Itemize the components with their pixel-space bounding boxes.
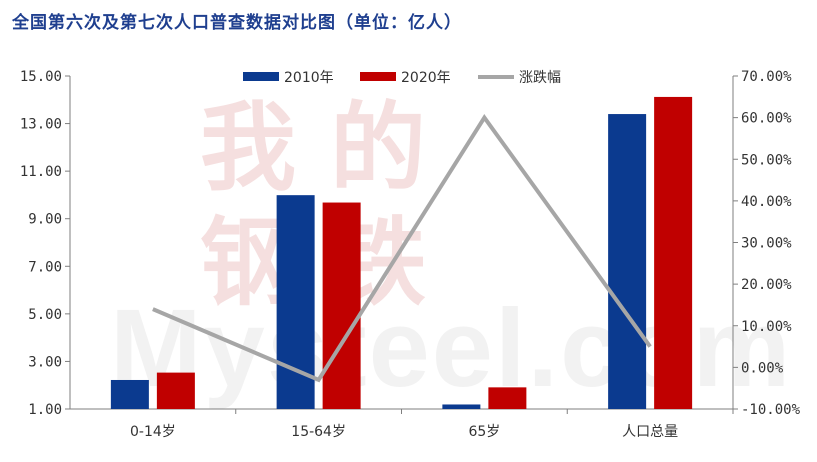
y-left-tick-label: 13.00 — [20, 117, 62, 133]
y-right-tick-label: 0.00% — [741, 360, 784, 376]
bar-2020 — [488, 387, 527, 409]
legend-label: 涨跌幅 — [519, 70, 561, 86]
bar-2020 — [654, 96, 693, 409]
y-left-tick-label: 11.00 — [20, 164, 62, 180]
y-right-tick-label: 20.00% — [741, 277, 792, 293]
y-right-tick-label: 40.00% — [741, 194, 792, 210]
y-left-tick-label: 1.00 — [28, 402, 62, 418]
y-left-tick-label: 15.00 — [20, 69, 62, 85]
y-right-tick-label: -10.00% — [741, 402, 801, 418]
y-right-tick-label: 70.00% — [741, 69, 792, 85]
legend-label: 2010年 — [284, 70, 334, 86]
y-right-tick-label: 50.00% — [741, 152, 792, 168]
legend-swatch — [360, 72, 396, 81]
x-category-label: 0-14岁 — [130, 424, 176, 440]
bar-2010 — [110, 379, 149, 409]
bar-2020 — [156, 372, 195, 409]
y-right-tick-label: 10.00% — [741, 319, 792, 335]
x-category-label: 15-64岁 — [291, 424, 346, 440]
y-right-tick-label: 60.00% — [741, 111, 792, 127]
x-category-label: 人口总量 — [622, 424, 678, 440]
y-left-tick-label: 9.00 — [28, 212, 62, 228]
bar-2010 — [608, 114, 647, 410]
bar-2020 — [322, 202, 361, 409]
bar-2010 — [442, 404, 481, 409]
y-left-tick-label: 5.00 — [28, 307, 62, 323]
y-left-tick-label: 3.00 — [28, 354, 62, 370]
legend-label: 2020年 — [401, 70, 451, 86]
legend-swatch — [243, 72, 279, 81]
x-category-label: 65岁 — [468, 424, 500, 440]
change-line — [152, 114, 652, 383]
y-left-tick-label: 7.00 — [28, 259, 62, 275]
y-right-tick-label: 30.00% — [741, 236, 792, 252]
chart-title: 全国第六次及第七次人口普查数据对比图（单位：亿人） — [12, 13, 462, 33]
